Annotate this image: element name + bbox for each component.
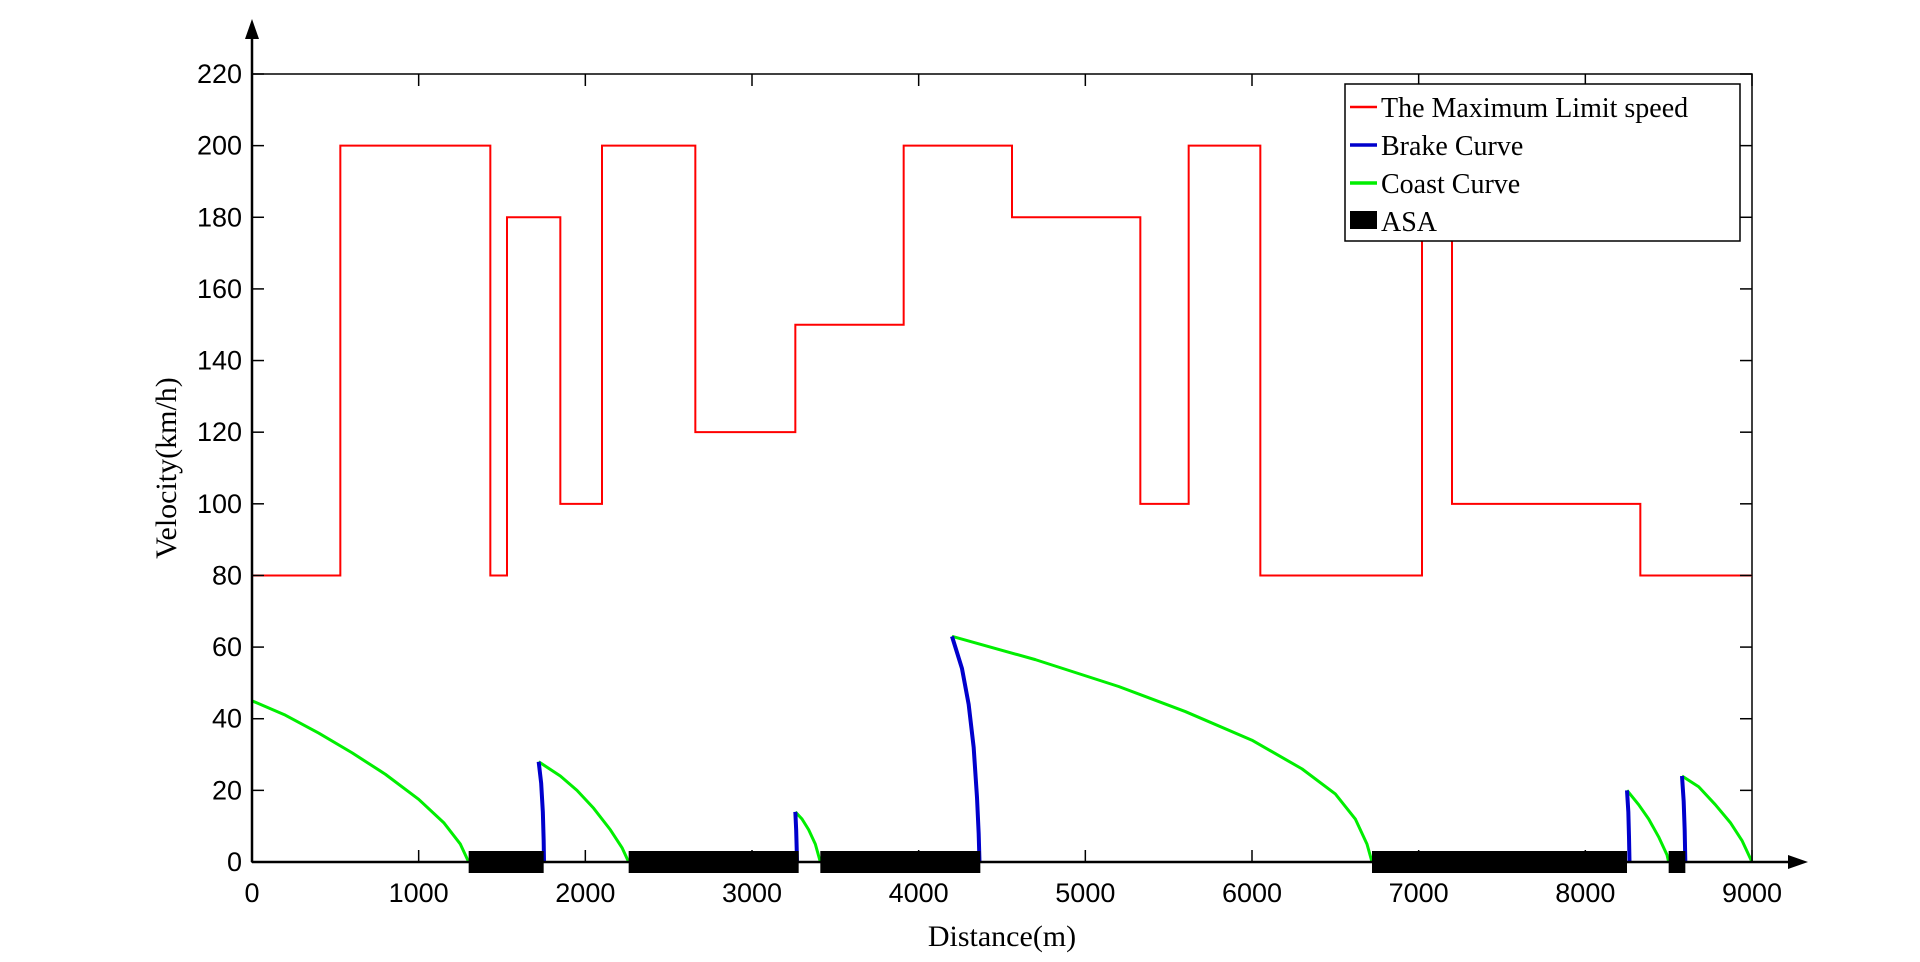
y-tick-label-100: 100 bbox=[197, 489, 242, 519]
y-tick-label-40: 40 bbox=[212, 704, 242, 734]
x-tick-label-1000: 1000 bbox=[389, 878, 449, 908]
x-tick-label-3000: 3000 bbox=[722, 878, 782, 908]
axes-layer bbox=[245, 19, 1808, 869]
y-tick-label-180: 180 bbox=[197, 202, 242, 232]
y-tick-label-160: 160 bbox=[197, 274, 242, 304]
coast-curve-layer bbox=[251, 634, 1754, 863]
y-axis-title: Velocity(km/h) bbox=[150, 377, 183, 559]
brake-curve-3 bbox=[950, 635, 982, 863]
coast-curve-5 bbox=[1625, 789, 1671, 863]
brake-curve-5 bbox=[1680, 775, 1688, 863]
y-tick-label-80: 80 bbox=[212, 560, 242, 590]
y-tick-label-20: 20 bbox=[212, 775, 242, 805]
brake-curve-1 bbox=[536, 761, 546, 863]
x-ticks-layer: 0 1000 2000 3000 4000 5000 6000 7000 8000 9000 bbox=[244, 74, 1782, 908]
legend-label-limit: The Maximum Limit speed bbox=[1381, 93, 1688, 124]
legend: The Maximum Limit speed Brake Curve Coas… bbox=[1344, 83, 1741, 242]
coast-curve-3 bbox=[794, 810, 822, 863]
legend-label-coast: Coast Curve bbox=[1381, 169, 1520, 200]
y-tick-label-220: 220 bbox=[197, 59, 242, 89]
y-tick-label-200: 200 bbox=[197, 131, 242, 161]
y-tick-label-0: 0 bbox=[227, 847, 242, 877]
y-ticks-layer: 0 20 40 60 80 100 120 140 160 180 200 220 bbox=[197, 59, 1752, 877]
coast-curve-6 bbox=[1681, 774, 1754, 863]
legend-label-asa: ASA bbox=[1381, 207, 1438, 238]
x-tick-label-5000: 5000 bbox=[1055, 878, 1115, 908]
coast-curve-1 bbox=[251, 699, 471, 863]
x-tick-label-7000: 7000 bbox=[1389, 878, 1449, 908]
brake-curve-4 bbox=[1625, 790, 1632, 863]
legend-label-brake: Brake Curve bbox=[1381, 131, 1523, 162]
x-tick-label-6000: 6000 bbox=[1222, 878, 1282, 908]
brake-curve-layer bbox=[536, 635, 1688, 863]
x-axis-title: Distance(m) bbox=[928, 920, 1076, 953]
y-axis-arrow bbox=[245, 19, 259, 39]
legend-box bbox=[1344, 83, 1741, 242]
coast-curve-4 bbox=[951, 634, 1374, 863]
x-tick-label-9000: 9000 bbox=[1722, 878, 1782, 908]
x-tick-label-4000: 4000 bbox=[889, 878, 949, 908]
x-tick-label-2000: 2000 bbox=[555, 878, 615, 908]
x-tick-label-8000: 8000 bbox=[1555, 878, 1615, 908]
coast-curve-2 bbox=[537, 760, 631, 863]
y-tick-label-120: 120 bbox=[197, 417, 242, 447]
y-tick-label-60: 60 bbox=[212, 632, 242, 662]
x-axis-arrow bbox=[1788, 855, 1808, 869]
y-tick-label-140: 140 bbox=[197, 346, 242, 376]
x-tick-label-0: 0 bbox=[244, 878, 259, 908]
legend-swatch-asa bbox=[1350, 211, 1377, 229]
